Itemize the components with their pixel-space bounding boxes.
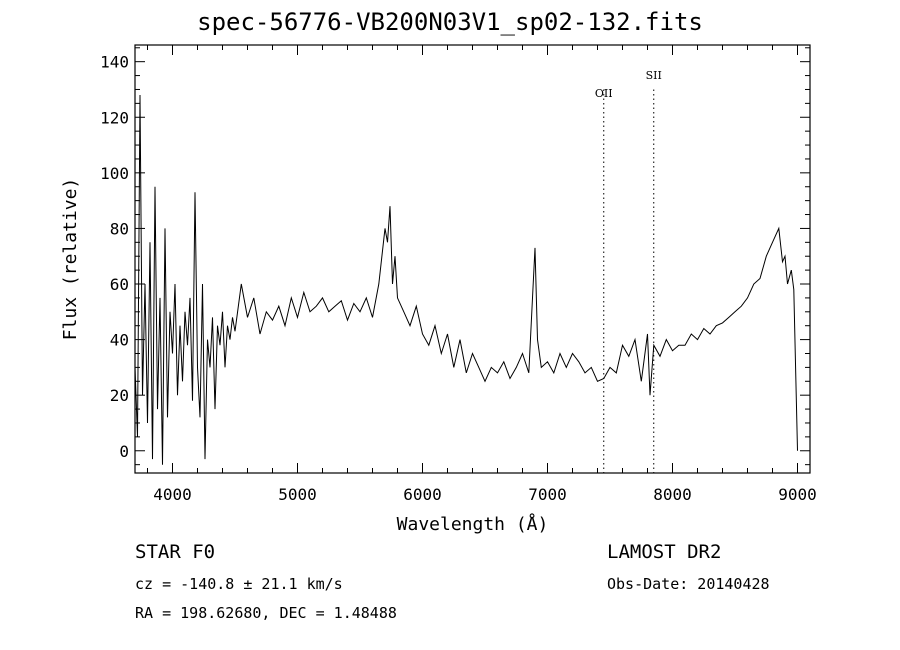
x-tick-label: 6000 xyxy=(403,485,442,504)
line-marker-label: OII xyxy=(595,87,613,100)
y-tick-label: 120 xyxy=(100,108,129,127)
spectrum-line xyxy=(134,94,798,465)
plot-border xyxy=(134,44,811,474)
chart-title: spec-56776-VB200N03V1_sp02-132.fits xyxy=(197,8,703,36)
y-tick-label: 20 xyxy=(110,386,129,405)
y-tick-label: 80 xyxy=(110,219,129,238)
spectrum-series xyxy=(134,94,798,465)
x-tick-label: 4000 xyxy=(153,485,192,504)
axis-ticks xyxy=(135,45,810,473)
x-tick-label: 5000 xyxy=(278,485,317,504)
x-tick-label: 7000 xyxy=(528,485,567,504)
x-tick-label: 8000 xyxy=(653,485,692,504)
line-markers: OII SII xyxy=(595,69,662,473)
y-tick-label: 60 xyxy=(110,275,129,294)
y-tick-label: 40 xyxy=(110,331,129,350)
tick-labels: 4000 5000 6000 7000 8000 9000 0 20 40 60 80 100 120 1… xyxy=(100,53,817,504)
redshift-cz: cz = -140.8 ± 21.1 km/s xyxy=(135,575,343,593)
y-tick-label: 100 xyxy=(100,164,129,183)
y-axis-label: Flux (relative) xyxy=(60,178,81,341)
line-marker-label: SII xyxy=(646,69,662,82)
plot-frame xyxy=(134,44,811,474)
y-tick-label: 0 xyxy=(119,442,129,461)
ra-dec: RA = 198.62680, DEC = 1.48488 xyxy=(135,604,397,622)
survey-name: LAMOST DR2 xyxy=(607,541,722,563)
x-axis-label: Wavelength (Å) xyxy=(397,513,549,535)
obs-date: Obs-Date: 20140428 xyxy=(607,575,770,593)
y-tick-label: 140 xyxy=(100,53,129,72)
star-class: STAR F0 xyxy=(135,541,216,563)
x-tick-label: 9000 xyxy=(778,485,817,504)
